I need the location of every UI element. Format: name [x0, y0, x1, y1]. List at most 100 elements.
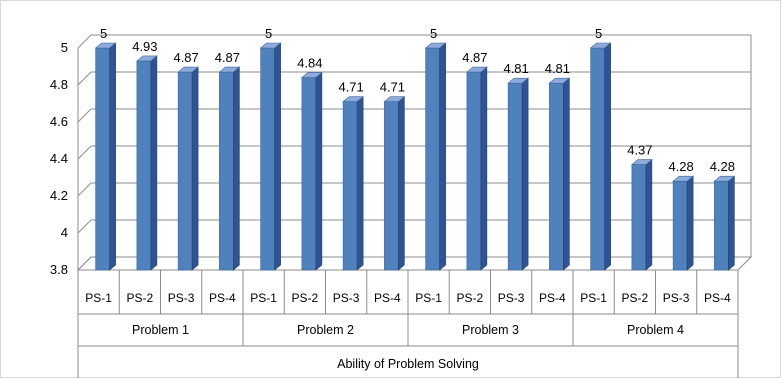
bar-top [218, 66, 241, 73]
bar-side [109, 42, 116, 271]
bar-front [425, 47, 440, 271]
bar-side [480, 66, 488, 271]
data-label: 4.81 [503, 61, 528, 76]
gridline-depth [77, 71, 92, 86]
bar-front [301, 77, 317, 271]
bar-front [95, 47, 110, 271]
bar-front [714, 180, 729, 271]
bar-front [219, 71, 234, 271]
category-label: PS-2 [457, 291, 484, 305]
bar-top [424, 42, 447, 49]
bar-top [548, 77, 571, 84]
bar [136, 55, 158, 271]
label-layer: 5 4.93 4.87 4.87 5 4.84 4.71 4.71 5 4.87 4.81 4.81 5… [100, 26, 735, 174]
bar-side [315, 71, 323, 271]
bar-front [466, 71, 482, 271]
bar [466, 66, 488, 271]
bar-top [713, 175, 736, 182]
data-label: 5 [265, 26, 272, 41]
bar-side [728, 175, 735, 271]
data-label: 4.81 [545, 61, 570, 76]
bar [424, 42, 447, 271]
bar-front [631, 164, 647, 271]
data-label: 4.71 [338, 80, 363, 95]
bar-front [342, 101, 358, 271]
y-tick-label: 4.8 [50, 77, 68, 92]
bar-side [439, 42, 446, 271]
bar-top [177, 66, 199, 73]
bar-side [150, 55, 158, 271]
category-label: PS-1 [580, 291, 607, 305]
data-label: 4.87 [462, 50, 487, 65]
bar-front [177, 71, 193, 271]
category-label: PS-2 [127, 291, 154, 305]
bar-top [342, 96, 364, 102]
data-label: 4.37 [627, 143, 652, 158]
data-label: 4.71 [380, 80, 405, 95]
y-tick-label: 3.8 [50, 262, 68, 277]
bar-side [274, 42, 281, 271]
bar-top [94, 42, 117, 49]
bar-side [191, 66, 199, 271]
bar [94, 42, 117, 271]
bar-side [645, 158, 653, 271]
bar [631, 158, 653, 271]
gridline-depth [77, 34, 92, 49]
category-label: PS-4 [209, 291, 236, 305]
data-label: 4.28 [710, 159, 735, 174]
bar [383, 96, 406, 271]
bar-side [233, 66, 240, 271]
gridline-depth [77, 182, 92, 197]
category-axis: PS-1 PS-2 PS-3 PS-4 Problem 1 PS-1 PS-2 PS-3 PS-… [77, 270, 739, 378]
category-label: PS-2 [292, 291, 319, 305]
bar [672, 175, 694, 271]
data-label: 4.84 [297, 56, 322, 71]
group-label: Problem 4 [627, 323, 684, 337]
bar-front [136, 60, 152, 271]
category-label: PS-1 [85, 291, 112, 305]
bar-front [590, 47, 605, 271]
bar-top [301, 72, 323, 78]
category-label: PS-3 [333, 291, 360, 305]
bar-side [686, 175, 694, 271]
bar-front [507, 82, 523, 271]
bar-side [521, 77, 529, 271]
bar [177, 66, 199, 271]
y-tick-label: 4 [61, 225, 68, 240]
data-label: 5 [100, 26, 107, 41]
axis-layer: 3.8 4 4.2 4.4 4.6 4.8 5 [50, 35, 753, 277]
category-label: PS-3 [168, 291, 195, 305]
bar-front [672, 180, 688, 271]
bar-front [260, 47, 275, 271]
bar-side [563, 77, 570, 271]
x-axis-title: Ability of Problem Solving [337, 357, 479, 371]
y-tick-label: 4.2 [50, 188, 68, 203]
bar [218, 66, 241, 271]
data-label: 5 [430, 26, 437, 41]
bar [301, 71, 323, 271]
bar-top [589, 42, 612, 49]
group-label: Problem 3 [462, 323, 519, 337]
bar-top [466, 66, 488, 73]
data-label: 4.87 [173, 50, 198, 65]
data-label: 5 [595, 26, 602, 41]
category-label: PS-1 [250, 291, 277, 305]
bar-top [259, 42, 282, 49]
y-tick-label: 4.4 [50, 151, 68, 166]
category-label: PS-4 [704, 291, 731, 305]
category-label: PS-4 [374, 291, 401, 305]
data-label: 4.93 [132, 39, 157, 54]
bar [507, 77, 529, 271]
bar-top [631, 159, 653, 165]
bar-side [356, 96, 364, 271]
category-label: PS-2 [622, 291, 649, 305]
bar [713, 175, 736, 271]
data-label: 4.28 [668, 159, 693, 174]
y-tick-label: 5 [61, 40, 68, 55]
category-label: PS-4 [539, 291, 566, 305]
gridline-depth [77, 108, 92, 123]
y-tick-label: 4.6 [50, 114, 68, 129]
bar-side [398, 96, 405, 271]
bar [342, 96, 364, 271]
